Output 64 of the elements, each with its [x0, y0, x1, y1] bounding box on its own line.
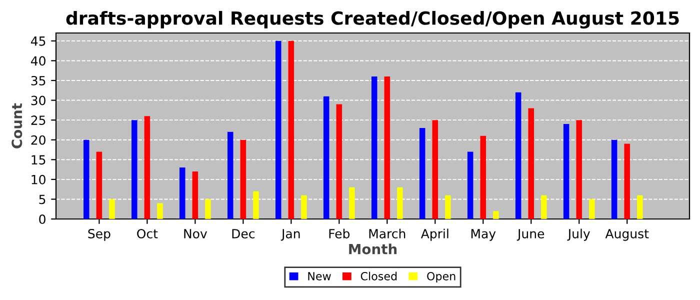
bar [397, 187, 403, 219]
bar [493, 211, 499, 219]
bar [336, 104, 342, 219]
bar [144, 116, 150, 219]
x-tick-label: August [605, 229, 649, 241]
bar [480, 136, 486, 219]
x-tick-label: June [516, 229, 544, 241]
bar [253, 191, 259, 219]
legend-label: New [308, 272, 331, 280]
x-tick-label: July [567, 228, 590, 241]
bar [301, 195, 307, 219]
x-axis-title: Month [349, 244, 397, 254]
x-tick-label: Feb [329, 228, 350, 238]
y-axis-title: Count [12, 103, 22, 148]
bar [576, 120, 582, 219]
y-tick-label: 25 [31, 116, 46, 125]
bar [132, 120, 138, 219]
bar [96, 152, 102, 219]
bar [349, 187, 355, 219]
bar [541, 195, 547, 219]
bar [180, 168, 186, 219]
chart-title: drafts-approval Requests Created/Closed/Open August 2015 [66, 10, 679, 29]
x-tick-label: May [471, 229, 496, 241]
bar [371, 76, 378, 219]
bar [109, 199, 115, 219]
bar [611, 140, 618, 219]
x-tick-label: March [369, 228, 406, 238]
legend-label: Open [427, 272, 456, 283]
bar [515, 92, 522, 219]
y-tick-label: 45 [30, 36, 46, 46]
bar [432, 120, 438, 219]
bar [275, 40, 282, 219]
y-tick-label: 40 [30, 56, 46, 66]
x-tick-label: April [420, 228, 448, 241]
y-tick-label: 20 [31, 135, 46, 145]
bar [637, 195, 643, 219]
bar [384, 76, 390, 219]
bar [419, 128, 426, 219]
bar [589, 199, 595, 219]
y-tick-label: 35 [31, 76, 46, 86]
bar [192, 172, 198, 219]
bar [467, 152, 474, 219]
bar [563, 124, 570, 219]
bar [323, 96, 330, 219]
bar [227, 132, 234, 219]
x-tick-label: Nov [184, 229, 208, 238]
x-tick-label: Sep [88, 228, 110, 241]
bar [445, 195, 451, 219]
bar [624, 144, 630, 219]
y-tick-label: 10 [32, 174, 46, 184]
bar [205, 199, 211, 219]
x-tick-label: Jan [280, 229, 300, 241]
legend-label: Closed [360, 272, 397, 280]
bar [84, 140, 90, 219]
y-tick-label: 5 [39, 194, 46, 204]
x-tick-label: Dec [232, 229, 254, 238]
bar [288, 40, 294, 219]
x-tick-label: Oct [137, 228, 158, 238]
bar [157, 203, 163, 219]
bar [528, 108, 534, 219]
bar [240, 140, 246, 219]
y-tick-label: 15 [32, 155, 46, 165]
y-tick-label: 0 [39, 214, 46, 224]
y-tick-label: 30 [31, 96, 46, 106]
